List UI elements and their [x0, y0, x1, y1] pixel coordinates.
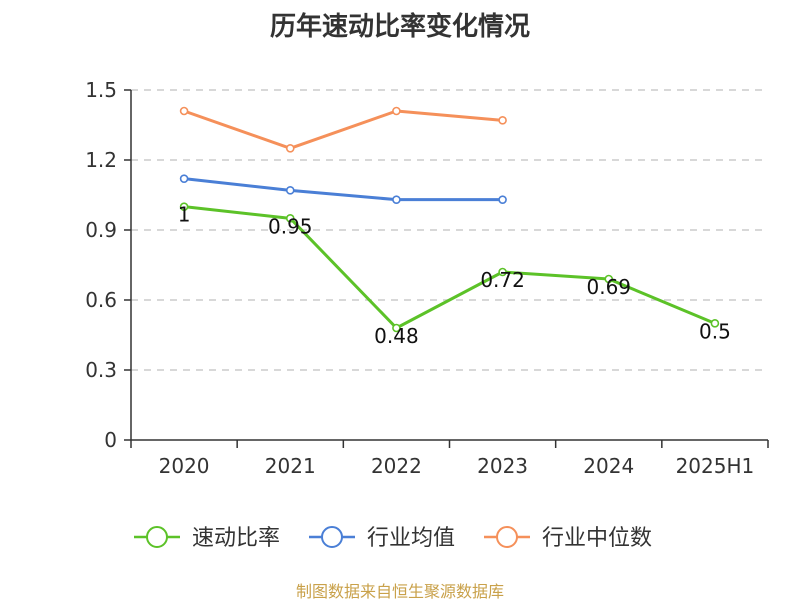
- y-tick-label: 0.3: [85, 358, 117, 382]
- data-label: 1: [178, 203, 191, 227]
- legend: 速动比率 行业均值 行业中位数: [134, 526, 652, 551]
- data-point: [285, 144, 295, 153]
- legend-marker: [146, 526, 168, 548]
- legend-label: 行业中位数: [542, 526, 652, 551]
- grid-lines: [131, 89, 768, 371]
- data-point: [285, 186, 295, 195]
- y-tick-label: 0.6: [85, 288, 117, 312]
- legend-item: 行业中位数: [484, 526, 652, 551]
- axes: 0 0.3 0.6 0.9 1.2 1.5 2020 2021 2022 2023 2024 2025…: [85, 78, 769, 478]
- y-tick-label: 1.2: [85, 148, 117, 172]
- y-tick-label: 1.5: [85, 78, 117, 102]
- legend-item: 行业均值: [309, 526, 455, 551]
- legend-label: 行业均值: [367, 526, 455, 551]
- data-label: 0.69: [586, 275, 631, 299]
- data-point: [498, 116, 507, 125]
- legend-marker: [496, 526, 518, 548]
- data-point: [710, 319, 720, 328]
- series-line: [183, 177, 503, 202]
- x-tick-label: 2021: [265, 454, 316, 478]
- legend-marker: [321, 526, 343, 548]
- y-tick-label: 0: [104, 428, 117, 452]
- series-line: [183, 205, 716, 330]
- x-tick-label: 2020: [159, 454, 210, 478]
- source-note: 制图数据来自恒生聚源数据库: [295, 582, 504, 601]
- data-label: 0.48: [374, 324, 419, 348]
- data-point: [392, 106, 401, 116]
- series-lines: [179, 106, 720, 333]
- data-point: [498, 195, 507, 204]
- x-tick-label: 2022: [371, 454, 422, 478]
- x-tick-label: 2023: [477, 454, 528, 478]
- legend-item: 速动比率: [134, 526, 280, 551]
- data-point: [179, 202, 189, 211]
- x-tick-label: 2024: [583, 454, 634, 478]
- data-point: [179, 174, 189, 183]
- data-label: 0.72: [480, 268, 525, 292]
- series-line: [183, 109, 503, 150]
- data-point: [285, 214, 295, 223]
- legend-label: 速动比率: [192, 526, 280, 551]
- data-point: [392, 195, 401, 204]
- data-labels: 1 0.95 0.48 0.72 0.69 0.5: [178, 203, 731, 348]
- data-label: 0.95: [268, 214, 313, 238]
- data-label: 0.5: [699, 319, 731, 343]
- data-point: [179, 106, 189, 116]
- data-point: [604, 274, 614, 284]
- data-point: [498, 267, 507, 277]
- x-tick-label: 2025H1: [676, 454, 755, 478]
- y-tick-label: 0.9: [85, 218, 117, 242]
- chart-title: 历年速动比率变化情况: [269, 12, 530, 42]
- data-point: [392, 323, 401, 333]
